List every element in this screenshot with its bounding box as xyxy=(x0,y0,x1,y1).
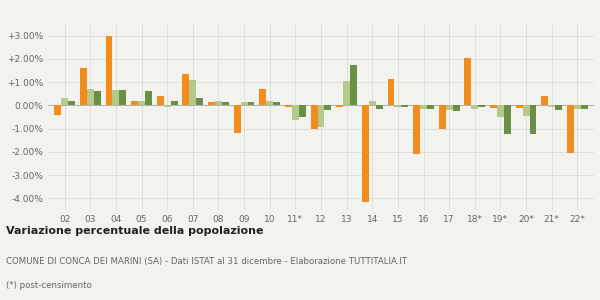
Bar xyxy=(138,101,145,105)
Bar xyxy=(420,105,427,109)
Bar xyxy=(446,105,452,110)
Bar xyxy=(208,102,215,105)
Bar xyxy=(541,96,548,105)
Bar xyxy=(497,105,504,117)
Bar xyxy=(259,89,266,105)
Bar xyxy=(325,105,331,110)
Bar xyxy=(388,79,394,105)
Bar xyxy=(106,36,112,105)
Bar xyxy=(490,105,497,108)
Bar xyxy=(80,68,87,105)
Text: COMUNE DI CONCA DEI MARINI (SA) - Dati ISTAT al 31 dicembre - Elaborazione TUTTI: COMUNE DI CONCA DEI MARINI (SA) - Dati I… xyxy=(6,257,407,266)
Bar xyxy=(215,101,222,105)
Bar xyxy=(567,105,574,153)
Bar xyxy=(285,105,292,106)
Bar xyxy=(369,101,376,105)
Bar xyxy=(190,80,196,105)
Bar xyxy=(413,105,420,154)
Bar xyxy=(439,105,446,129)
Bar xyxy=(515,105,523,108)
Bar xyxy=(394,105,401,106)
Bar xyxy=(452,105,460,111)
Bar xyxy=(170,101,178,105)
Bar xyxy=(234,105,241,133)
Bar xyxy=(336,105,343,106)
Bar xyxy=(68,101,75,105)
Bar xyxy=(164,105,170,106)
Bar xyxy=(273,102,280,105)
Bar xyxy=(241,102,248,105)
Bar xyxy=(94,92,101,105)
Text: Variazione percentuale della popolazione: Variazione percentuale della popolazione xyxy=(6,226,263,236)
Bar xyxy=(401,105,408,106)
Bar xyxy=(427,105,434,109)
Bar xyxy=(292,105,299,121)
Bar xyxy=(317,105,325,128)
Bar xyxy=(196,98,203,105)
Bar xyxy=(222,102,229,105)
Bar xyxy=(87,89,94,105)
Bar xyxy=(504,105,511,134)
Bar xyxy=(362,105,369,202)
Text: (*) post-censimento: (*) post-censimento xyxy=(6,281,92,290)
Bar xyxy=(581,105,588,109)
Bar xyxy=(530,105,536,134)
Bar xyxy=(145,92,152,105)
Bar xyxy=(464,58,472,105)
Bar xyxy=(182,74,190,105)
Bar xyxy=(574,105,581,109)
Bar xyxy=(343,81,350,105)
Bar xyxy=(299,105,306,117)
Bar xyxy=(376,105,383,109)
Bar xyxy=(350,65,357,105)
Bar xyxy=(54,105,61,115)
Bar xyxy=(266,101,273,105)
Bar xyxy=(478,105,485,106)
Bar xyxy=(119,90,127,105)
Bar xyxy=(131,101,138,105)
Bar xyxy=(523,105,530,116)
Bar xyxy=(112,90,119,105)
Bar xyxy=(157,96,164,105)
Bar xyxy=(472,105,478,109)
Bar xyxy=(248,102,254,105)
Bar xyxy=(311,105,317,129)
Bar xyxy=(61,98,68,105)
Bar xyxy=(555,105,562,110)
Bar xyxy=(548,105,555,106)
